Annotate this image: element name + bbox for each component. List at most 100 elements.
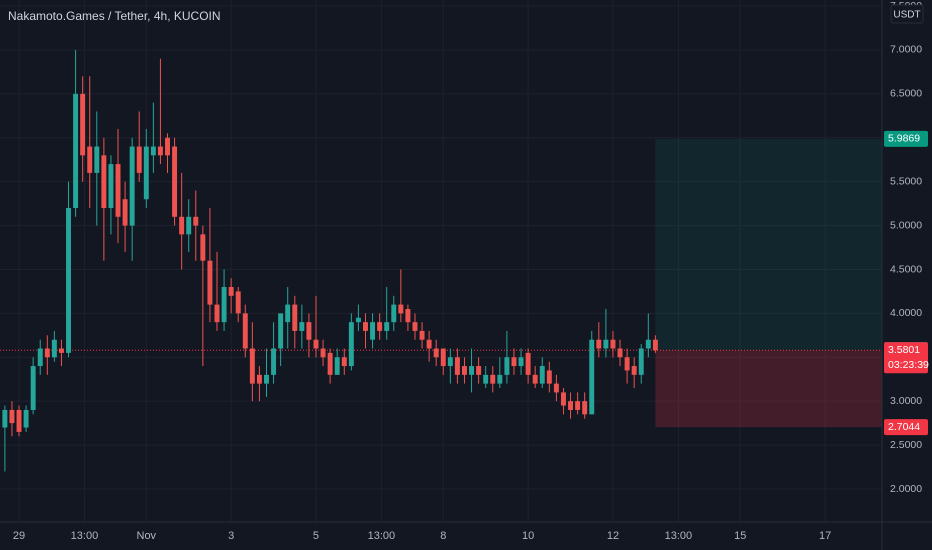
candle-body <box>87 146 93 173</box>
candle-body <box>370 322 376 340</box>
y-tick-label: 2.5000 <box>890 439 922 451</box>
candle-body <box>631 366 637 375</box>
candle-body <box>136 146 142 173</box>
candle-body <box>235 291 241 314</box>
candle-body <box>568 401 574 410</box>
y-tick-label: 6.5000 <box>890 88 922 100</box>
candle-body <box>285 304 291 323</box>
candle-body <box>16 409 22 432</box>
candle-body <box>553 383 559 393</box>
x-tick-label: Nov <box>137 530 157 542</box>
candle-body <box>44 348 50 358</box>
candle-body <box>214 304 220 323</box>
candle-body <box>497 374 503 384</box>
y-tick-label: 3.0000 <box>890 395 922 407</box>
candle-body <box>610 339 616 349</box>
candle-body <box>172 146 178 217</box>
candle-body <box>419 330 425 340</box>
x-tick-label: 13:00 <box>368 530 396 542</box>
candle-body <box>589 339 595 415</box>
candle-body <box>638 348 644 375</box>
candle-body <box>426 339 432 349</box>
x-tick-label: 5 <box>313 530 319 542</box>
candle-body <box>617 348 623 358</box>
candle-body <box>256 374 262 384</box>
candle-body <box>539 366 545 384</box>
candle-body <box>264 374 269 384</box>
candle-body <box>30 366 36 410</box>
x-tick-label: 29 <box>13 530 25 542</box>
entry-tag-label: 3.5801 <box>888 344 920 356</box>
candle-body <box>483 374 489 384</box>
candle-body <box>518 357 524 367</box>
candle-body <box>9 409 15 424</box>
candle-body <box>66 208 71 353</box>
candle-body <box>143 146 149 200</box>
candle-body <box>115 164 121 217</box>
candle-body <box>157 146 163 156</box>
x-tick-label: 12 <box>607 530 619 542</box>
position-overlay <box>0 138 882 428</box>
candle-body <box>101 155 107 209</box>
candle-body <box>207 260 213 305</box>
candle-body <box>129 146 135 226</box>
candle-body <box>51 339 57 358</box>
candle-body <box>398 304 404 314</box>
currency-box[interactable] <box>890 4 924 24</box>
candle-body <box>278 313 284 349</box>
x-tick-label: 8 <box>440 530 446 542</box>
candle-body <box>2 409 8 428</box>
candle-body <box>299 322 305 331</box>
candle-body <box>384 322 390 331</box>
x-tick-label: 15 <box>734 530 746 542</box>
candle-body <box>440 348 446 367</box>
candle-body <box>313 339 319 349</box>
loss-zone <box>655 350 882 428</box>
candle-body <box>242 313 248 349</box>
candle-body <box>249 348 255 384</box>
candle-body <box>377 322 383 331</box>
candle-body <box>546 370 552 384</box>
candle-body <box>462 366 467 375</box>
candle-body <box>532 374 538 384</box>
candle-body <box>511 357 517 367</box>
axes: 2.00002.50003.00003.50004.00004.50005.00… <box>13 0 929 542</box>
candle-body <box>179 216 185 235</box>
candle-body <box>504 357 510 375</box>
candle-body <box>348 322 354 367</box>
x-tick-label: 17 <box>819 530 831 542</box>
candle-body <box>58 348 64 353</box>
candle-body <box>73 93 79 209</box>
candle-body <box>37 348 43 367</box>
candle-body <box>80 93 86 156</box>
candle-body <box>447 357 453 367</box>
candles <box>2 49 658 472</box>
candle-body <box>193 216 199 226</box>
candle-body <box>469 366 475 375</box>
countdown: 03:23:39 <box>888 359 929 371</box>
x-tick-label: 13:00 <box>71 530 99 542</box>
x-tick-label: 3 <box>228 530 234 542</box>
candle-body <box>433 348 439 358</box>
candle-body <box>652 339 658 351</box>
chart-title: Nakamoto.Games / Tether, 4h, KUCOIN <box>8 9 221 23</box>
target-tag-label: 5.9869 <box>888 133 920 145</box>
currency-label[interactable]: USDT <box>893 10 920 21</box>
candle-body <box>320 348 326 358</box>
target-tag-box <box>884 130 928 147</box>
candle-body <box>23 409 29 428</box>
profit-zone <box>655 138 882 351</box>
candle-body <box>454 357 460 375</box>
candle-body <box>165 137 170 156</box>
candle-body <box>391 304 397 323</box>
stop-tag-box <box>884 419 928 436</box>
candle-body <box>596 339 602 349</box>
candle-body <box>108 164 114 209</box>
y-tick-label: 5.0000 <box>890 219 922 231</box>
candle-body <box>490 374 496 384</box>
candle-body <box>186 216 192 235</box>
candle-body <box>412 322 418 331</box>
